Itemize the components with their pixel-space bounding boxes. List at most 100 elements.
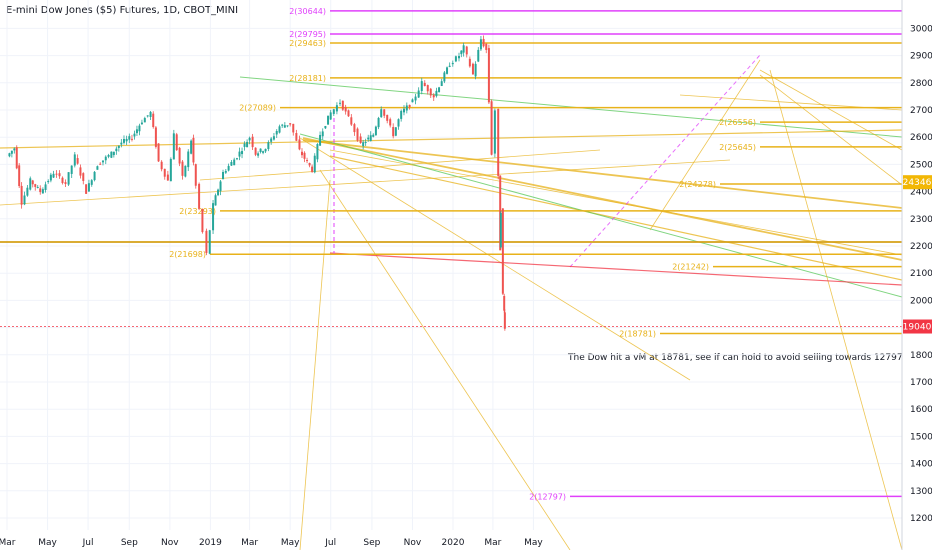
- candle-body: [319, 134, 322, 146]
- candle-body: [93, 171, 96, 181]
- candle-body: [443, 72, 446, 82]
- candle-body: [73, 154, 76, 166]
- level-label: 2(26556): [719, 118, 756, 127]
- trendline: [329, 155, 903, 281]
- candle-body: [184, 165, 187, 177]
- candle-body: [201, 209, 204, 233]
- candle-body: [178, 147, 181, 164]
- candle-body: [18, 165, 21, 187]
- candle-body: [313, 155, 316, 173]
- candle-body: [420, 81, 423, 92]
- x-tick-label: Sep: [121, 538, 138, 548]
- candle-body: [257, 153, 260, 156]
- y-tick-label: 28000: [910, 79, 932, 89]
- candle-body: [39, 188, 42, 193]
- candle-body: [49, 174, 52, 181]
- candle-body: [367, 137, 370, 140]
- candle-body: [471, 63, 474, 75]
- candle-body: [499, 212, 502, 248]
- candle-body: [82, 173, 85, 181]
- candle-body: [275, 131, 278, 135]
- y-tick-label: 20000: [910, 296, 932, 306]
- candle-body: [374, 126, 377, 136]
- candle-body: [270, 138, 273, 142]
- candle-body: [485, 43, 488, 50]
- candle-body: [259, 148, 262, 153]
- x-tick-label: Mar: [241, 538, 258, 548]
- y-tick-label: 29000: [910, 52, 932, 62]
- y-tick-label: 21000: [910, 269, 932, 279]
- candle-body: [300, 151, 303, 156]
- trendline: [0, 159, 731, 206]
- candle-body: [61, 177, 64, 184]
- x-tick-label: May: [281, 538, 300, 548]
- candle-body: [411, 99, 414, 103]
- candle-body: [34, 184, 37, 187]
- candle-body: [208, 230, 211, 254]
- candle-body: [386, 114, 389, 121]
- y-tick-label: 14000: [910, 460, 932, 470]
- candle-body: [468, 58, 471, 67]
- x-tick-label: May: [38, 538, 57, 548]
- candle-body: [262, 151, 265, 153]
- candle-body: [462, 45, 465, 53]
- candle-body: [107, 155, 110, 157]
- level-label: 2(24278): [679, 180, 716, 189]
- candle-body: [474, 63, 477, 77]
- y-tick-label: 18000: [910, 351, 932, 361]
- candle-body: [503, 295, 506, 311]
- candle-body: [392, 127, 395, 137]
- candle-body: [117, 145, 120, 148]
- candle-body: [281, 124, 284, 126]
- candle-body: [451, 62, 454, 65]
- candle-body: [125, 138, 128, 142]
- trendline: [199, 149, 601, 181]
- candle-body: [192, 137, 195, 163]
- candle-body: [143, 118, 146, 123]
- candle-body: [99, 163, 102, 165]
- candle-body: [212, 203, 215, 231]
- candle-body: [194, 164, 197, 186]
- candle-body: [405, 105, 408, 111]
- candle-body: [58, 173, 61, 177]
- candle-body: [254, 147, 257, 155]
- candle-body: [230, 161, 233, 166]
- candle-body: [362, 142, 365, 147]
- candle-body: [408, 104, 411, 107]
- candle-body: [286, 125, 289, 127]
- candle-body: [316, 144, 319, 160]
- level-label: 2(21242): [672, 263, 709, 272]
- candle-body: [26, 187, 29, 196]
- candle-body: [423, 82, 426, 87]
- x-tick-label: Mar: [0, 538, 16, 548]
- candle-body: [272, 136, 275, 140]
- level-label: 2(29795): [289, 30, 326, 39]
- candle-body: [79, 167, 82, 176]
- candle-body: [429, 88, 432, 96]
- candle-body: [248, 137, 251, 141]
- candle-body: [85, 184, 88, 194]
- candle-body: [149, 111, 152, 117]
- candle-body: [389, 119, 392, 126]
- y-tick-label: 13000: [910, 487, 932, 497]
- candle-body: [356, 128, 359, 141]
- candle-body: [154, 127, 157, 147]
- y-tick-label: 27000: [910, 106, 932, 116]
- candle-body: [146, 115, 149, 117]
- candle-body: [120, 142, 123, 145]
- level-label: 2(25645): [719, 143, 756, 152]
- trendline: [329, 252, 903, 286]
- candle-body: [306, 160, 309, 162]
- price-badge-label: 24346: [903, 178, 932, 188]
- candle-body: [327, 115, 330, 125]
- price-badge-label: 19040: [903, 323, 932, 333]
- level-label: 2(18781): [619, 330, 656, 339]
- candle-body: [67, 172, 70, 185]
- candle-body: [169, 158, 172, 182]
- candle-body: [181, 161, 184, 176]
- level-label: 2(29463): [289, 39, 326, 48]
- candle-body: [224, 170, 227, 173]
- candle-body: [426, 85, 429, 92]
- candle-body: [233, 159, 236, 166]
